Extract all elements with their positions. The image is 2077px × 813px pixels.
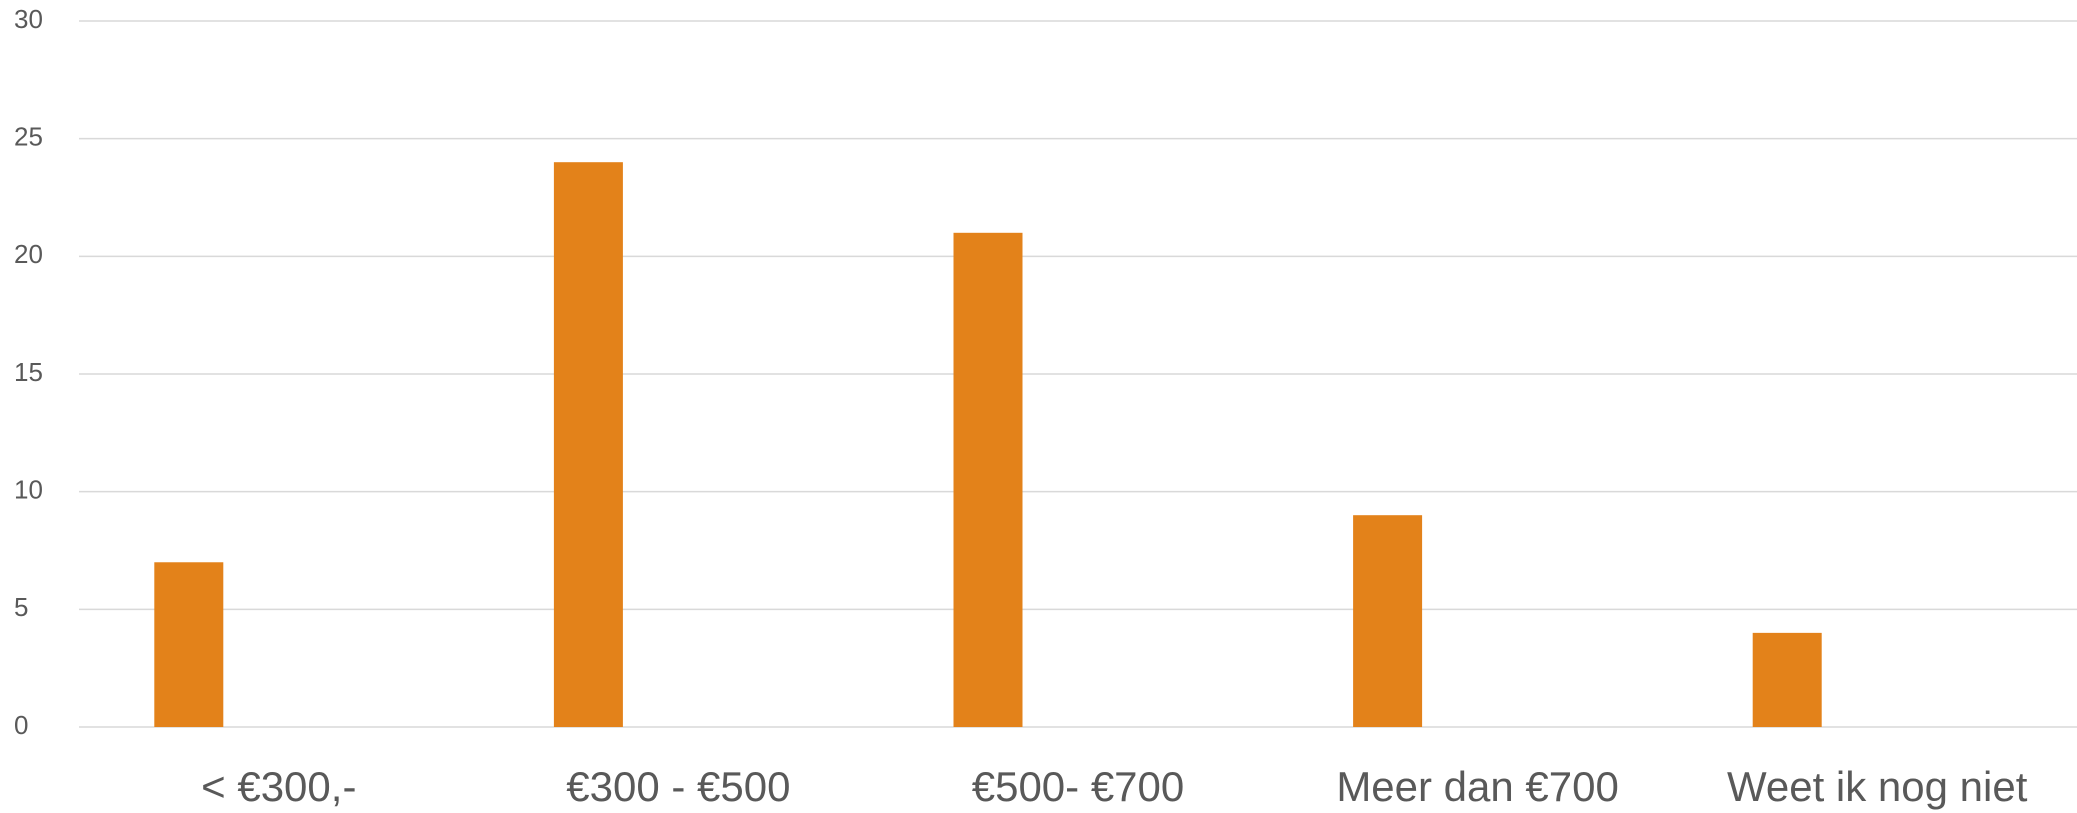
x-tick-label: < €300,- <box>201 763 356 810</box>
x-tick-label: €300 - €500 <box>566 763 790 810</box>
x-tick-label: Meer dan €700 <box>1336 763 1619 810</box>
y-tick-label: 30 <box>14 4 43 34</box>
y-tick-label: 0 <box>14 710 28 740</box>
bar <box>1752 632 1822 727</box>
x-tick-label: €500- €700 <box>972 763 1185 810</box>
bar <box>1353 515 1423 727</box>
y-tick-label: 5 <box>14 592 28 622</box>
y-tick-label: 20 <box>14 239 43 269</box>
y-tick-label: 10 <box>14 475 43 505</box>
bar <box>553 162 623 727</box>
bar <box>953 232 1023 728</box>
bar <box>154 562 224 727</box>
y-tick-label: 15 <box>14 357 43 387</box>
y-tick-label: 25 <box>14 122 43 152</box>
x-tick-label: Weet ik nog niet <box>1727 763 2028 810</box>
